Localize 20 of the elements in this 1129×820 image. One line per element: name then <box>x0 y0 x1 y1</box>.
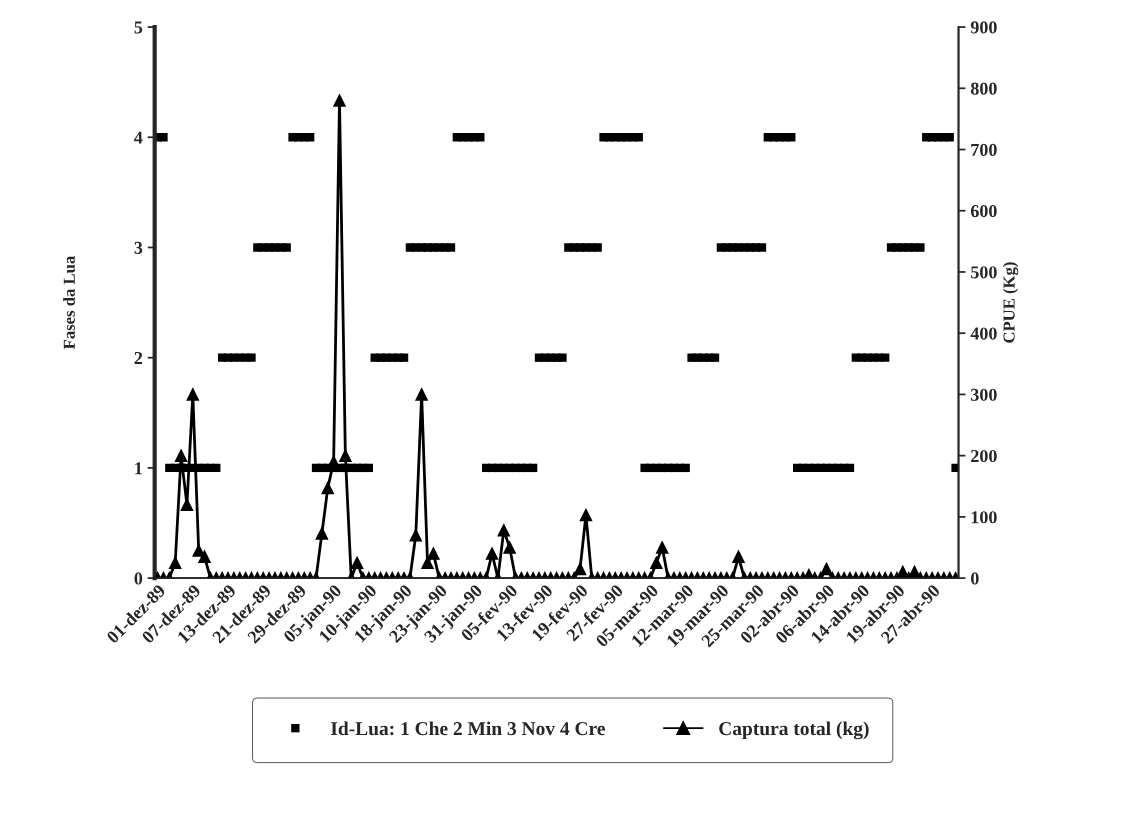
y2-tick-label: 500 <box>971 266 997 279</box>
legend-label: Captura total (kg) <box>719 721 869 740</box>
y-tick-label: 0 <box>134 572 143 585</box>
y2-axis-title: CPUE (Kg) <box>1002 262 1019 343</box>
y2-tick-label: 700 <box>971 143 997 156</box>
y2-tick-label: 200 <box>971 449 997 463</box>
y-tick-label: 5 <box>134 21 143 34</box>
y-tick-label: 2 <box>134 351 143 364</box>
y-tick-label: 4 <box>134 131 143 144</box>
y2-tick-label: 600 <box>970 205 997 218</box>
y2-tick-label: 300 <box>971 388 997 401</box>
y2-tick-label: 100 <box>971 511 997 524</box>
y-tick-label: 3 <box>134 241 143 254</box>
y-tick-label: 1 <box>135 462 142 475</box>
y-axis-title: Fases da Lua <box>63 256 75 350</box>
y2-tick-label: 0 <box>971 572 979 585</box>
y2-tick-label: 400 <box>970 327 997 340</box>
y2-tick-label: 900 <box>970 21 997 34</box>
y2-tick-label: 800 <box>970 82 997 95</box>
legend-label: Id-Lua: 1 Che 2 Min 3 Nov 4 Cre <box>330 721 605 736</box>
